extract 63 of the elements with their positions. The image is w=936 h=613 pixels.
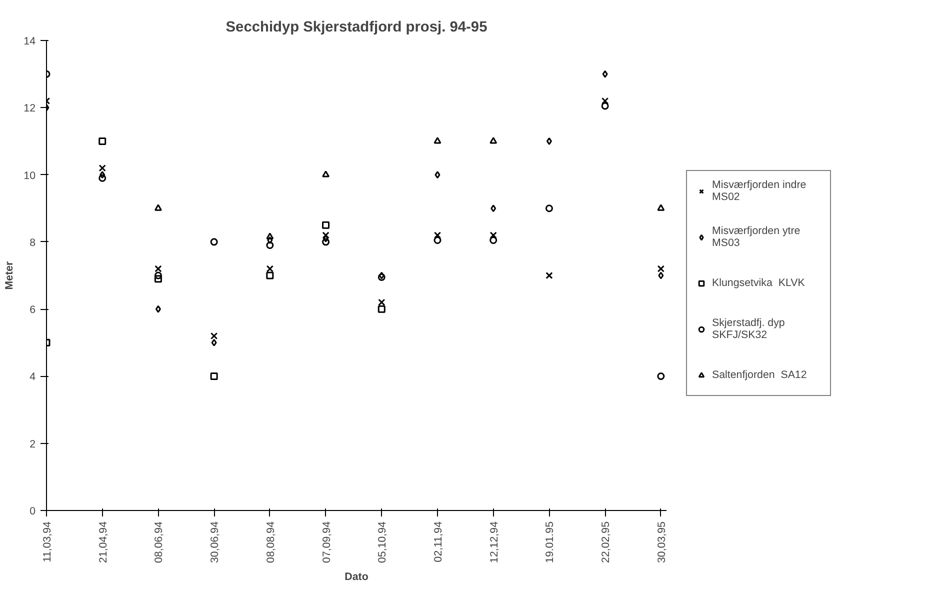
point: [98, 174, 106, 182]
point: [545, 204, 553, 212]
point: [322, 170, 330, 178]
point: [657, 265, 664, 272]
point: [211, 338, 217, 346]
point: [322, 238, 330, 246]
point: [100, 171, 106, 179]
x-tick-label: 30,03,95: [656, 521, 668, 563]
legend-label: Skjerstadfj. dyp SKFJ/SK32: [712, 316, 786, 340]
point: [322, 221, 330, 229]
point: [267, 236, 273, 244]
x-tick-label: 22,02,95: [600, 521, 612, 563]
point: [434, 137, 442, 144]
legend-label: Klungsetvika KLVK: [712, 276, 806, 290]
point: [657, 372, 665, 380]
point: [154, 204, 162, 211]
x-tick-label: 12,12,94: [488, 521, 500, 563]
point: [434, 171, 440, 179]
x-tick-label: 08,06,94: [153, 521, 166, 563]
y-tick-label: 14: [24, 36, 36, 48]
legend-label: Misværfjorden ytre MS03: [712, 224, 802, 248]
point: [154, 265, 162, 272]
point: [210, 332, 218, 340]
legend-label: Misværfjorden indre MS02: [712, 178, 808, 202]
point: [98, 164, 106, 172]
point: [266, 242, 274, 250]
point: [378, 298, 386, 306]
point: [657, 204, 665, 211]
legend-label: Saltenfjorden SA12: [712, 368, 808, 382]
point: [490, 137, 498, 144]
point: [210, 372, 218, 380]
point: [266, 272, 274, 280]
x-tick-label: 19.01.95: [544, 521, 556, 563]
x-tick-label: 07,09,94: [320, 521, 333, 563]
x-tick-label: 08,08,94: [264, 521, 277, 563]
point: [546, 272, 553, 280]
x-tick-label: 05,10,94: [376, 521, 389, 563]
x-tick-label: 02,11,94: [432, 521, 444, 562]
y-tick-label: 4: [30, 371, 36, 384]
point: [154, 272, 162, 280]
y-tick-label: 12: [24, 102, 36, 115]
point: [602, 70, 608, 78]
y-axis-title: Meter: [4, 261, 16, 290]
point: [546, 137, 552, 145]
x-tick-label: 11,03,94: [42, 521, 54, 562]
y-tick-label: 0: [30, 506, 36, 518]
point: [266, 265, 274, 272]
y-tick-label: 6: [30, 304, 36, 316]
x-axis-title: Dato: [344, 570, 369, 583]
y-tick-label: 8: [30, 236, 36, 249]
x-tick-label: 30,06,94: [209, 521, 222, 563]
point: [378, 305, 386, 313]
point: [155, 305, 161, 313]
point: [98, 137, 106, 145]
x-tick-label: 21,04,94: [97, 521, 110, 563]
point: [210, 238, 218, 246]
y-tick-label: 10: [24, 170, 36, 182]
chart-title: Secchidyp Skjerstadfjord prosj. 94-95: [226, 20, 488, 36]
point: [266, 232, 274, 240]
point: [490, 204, 496, 212]
point: [658, 272, 664, 280]
y-tick-label: 2: [30, 438, 36, 450]
point: [154, 275, 162, 283]
